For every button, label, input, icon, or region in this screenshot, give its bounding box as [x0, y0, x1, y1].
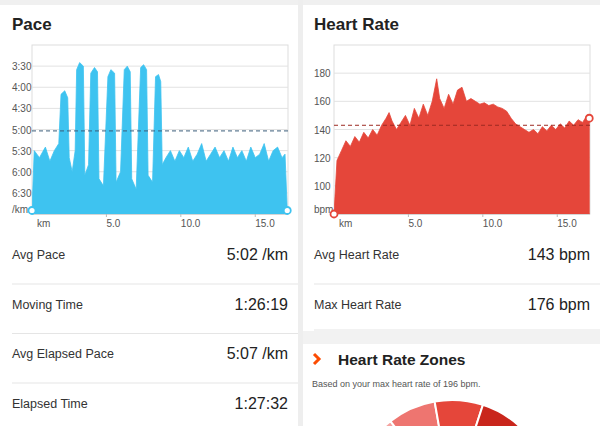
y-tick-label: 120 — [314, 153, 331, 164]
stat-label: Avg Heart Rate — [314, 248, 399, 262]
x-tick-label: 10.0 — [181, 218, 201, 229]
separator — [12, 383, 298, 384]
series-area — [334, 79, 589, 214]
x-tick-label: 15.0 — [255, 218, 275, 229]
series-area — [32, 63, 287, 214]
x-tick-label: 10.0 — [483, 218, 503, 229]
grid-line — [334, 73, 590, 74]
stat-value: 143 bpm — [528, 246, 590, 263]
plot-data — [32, 63, 288, 214]
chart-title: Pace — [12, 15, 52, 34]
y-tick-label: 5:00 — [12, 125, 32, 136]
x-axis-label: km — [37, 218, 50, 229]
zones-donut-segment — [390, 402, 441, 426]
x-tick — [482, 214, 483, 217]
stat-label: Avg Pace — [12, 248, 65, 262]
y-tick-label: 6:00 — [12, 167, 32, 178]
x-tick — [255, 214, 256, 217]
divider — [298, 0, 303, 426]
average-line — [32, 130, 288, 131]
y-tick-label: 160 — [314, 96, 331, 107]
chart: Heart Rate100120140160180bpm5.010.015.0k… — [314, 15, 593, 229]
y-axis-label: /km — [12, 204, 28, 215]
y-tick-label: 4:00 — [12, 82, 32, 93]
zones-donut-segment — [435, 400, 483, 426]
stat-label: Elapsed Time — [12, 397, 88, 411]
y-tick-label: 140 — [314, 125, 331, 136]
chart: Pace 3:30 4:00 4:30 5:00 5:30 6:00 6:30/km 5.0 10… — [12, 15, 291, 229]
grid-line — [32, 66, 288, 67]
y-tick-label: 3:30 — [12, 61, 32, 72]
stat-value: 1:26:19 — [235, 296, 288, 313]
y-tick-label: 4:30 — [12, 103, 32, 114]
y-tick-label: 100 — [314, 181, 331, 192]
stat-label: Max Heart Rate — [314, 298, 402, 312]
section-gap — [303, 331, 600, 344]
x-tick — [408, 214, 409, 217]
stat-label: Moving Time — [12, 298, 83, 312]
chart-title: Heart Rate — [314, 15, 399, 34]
separator — [314, 330, 600, 331]
stat-value: 1:27:32 — [235, 395, 288, 412]
x-axis-label: km — [339, 218, 352, 229]
end-marker — [331, 211, 338, 218]
end-marker — [29, 207, 36, 214]
x-tick — [180, 214, 181, 217]
end-marker — [586, 115, 593, 122]
zones-title: Heart Rate Zones — [338, 351, 465, 368]
page: Pace 3:30 4:00 4:30 5:00 5:30 6:00 6:30/km 5.0 10… — [0, 0, 600, 426]
stat-value: 5:07 /km — [227, 345, 288, 362]
separator — [314, 284, 600, 285]
x-tick-label: 5.0 — [106, 218, 120, 229]
y-tick-label: 6:30 — [12, 188, 32, 199]
x-tick — [106, 214, 107, 217]
x-tick-label: 5.0 — [408, 218, 422, 229]
stat-value: 176 bpm — [528, 296, 590, 313]
x-tick — [557, 214, 558, 217]
plot-frame — [334, 45, 590, 214]
stat-value: 5:02 /km — [227, 246, 288, 263]
stat-label: Avg Elapsed Pace — [12, 347, 114, 361]
separator — [12, 333, 298, 334]
plot-frame — [32, 45, 288, 214]
zones-donut-segment — [471, 405, 519, 426]
average-line — [334, 125, 590, 126]
chevron — [314, 354, 319, 364]
background — [0, 0, 600, 426]
x-tick-label: 15.0 — [557, 218, 577, 229]
plot-data — [334, 79, 590, 214]
y-tick-label: 5:30 — [12, 146, 32, 157]
separator — [12, 284, 298, 285]
y-tick-label: 180 — [314, 68, 331, 79]
end-marker — [284, 207, 291, 214]
zones-subtitle: Based on your max heart rate of 196 bpm. — [312, 379, 481, 389]
